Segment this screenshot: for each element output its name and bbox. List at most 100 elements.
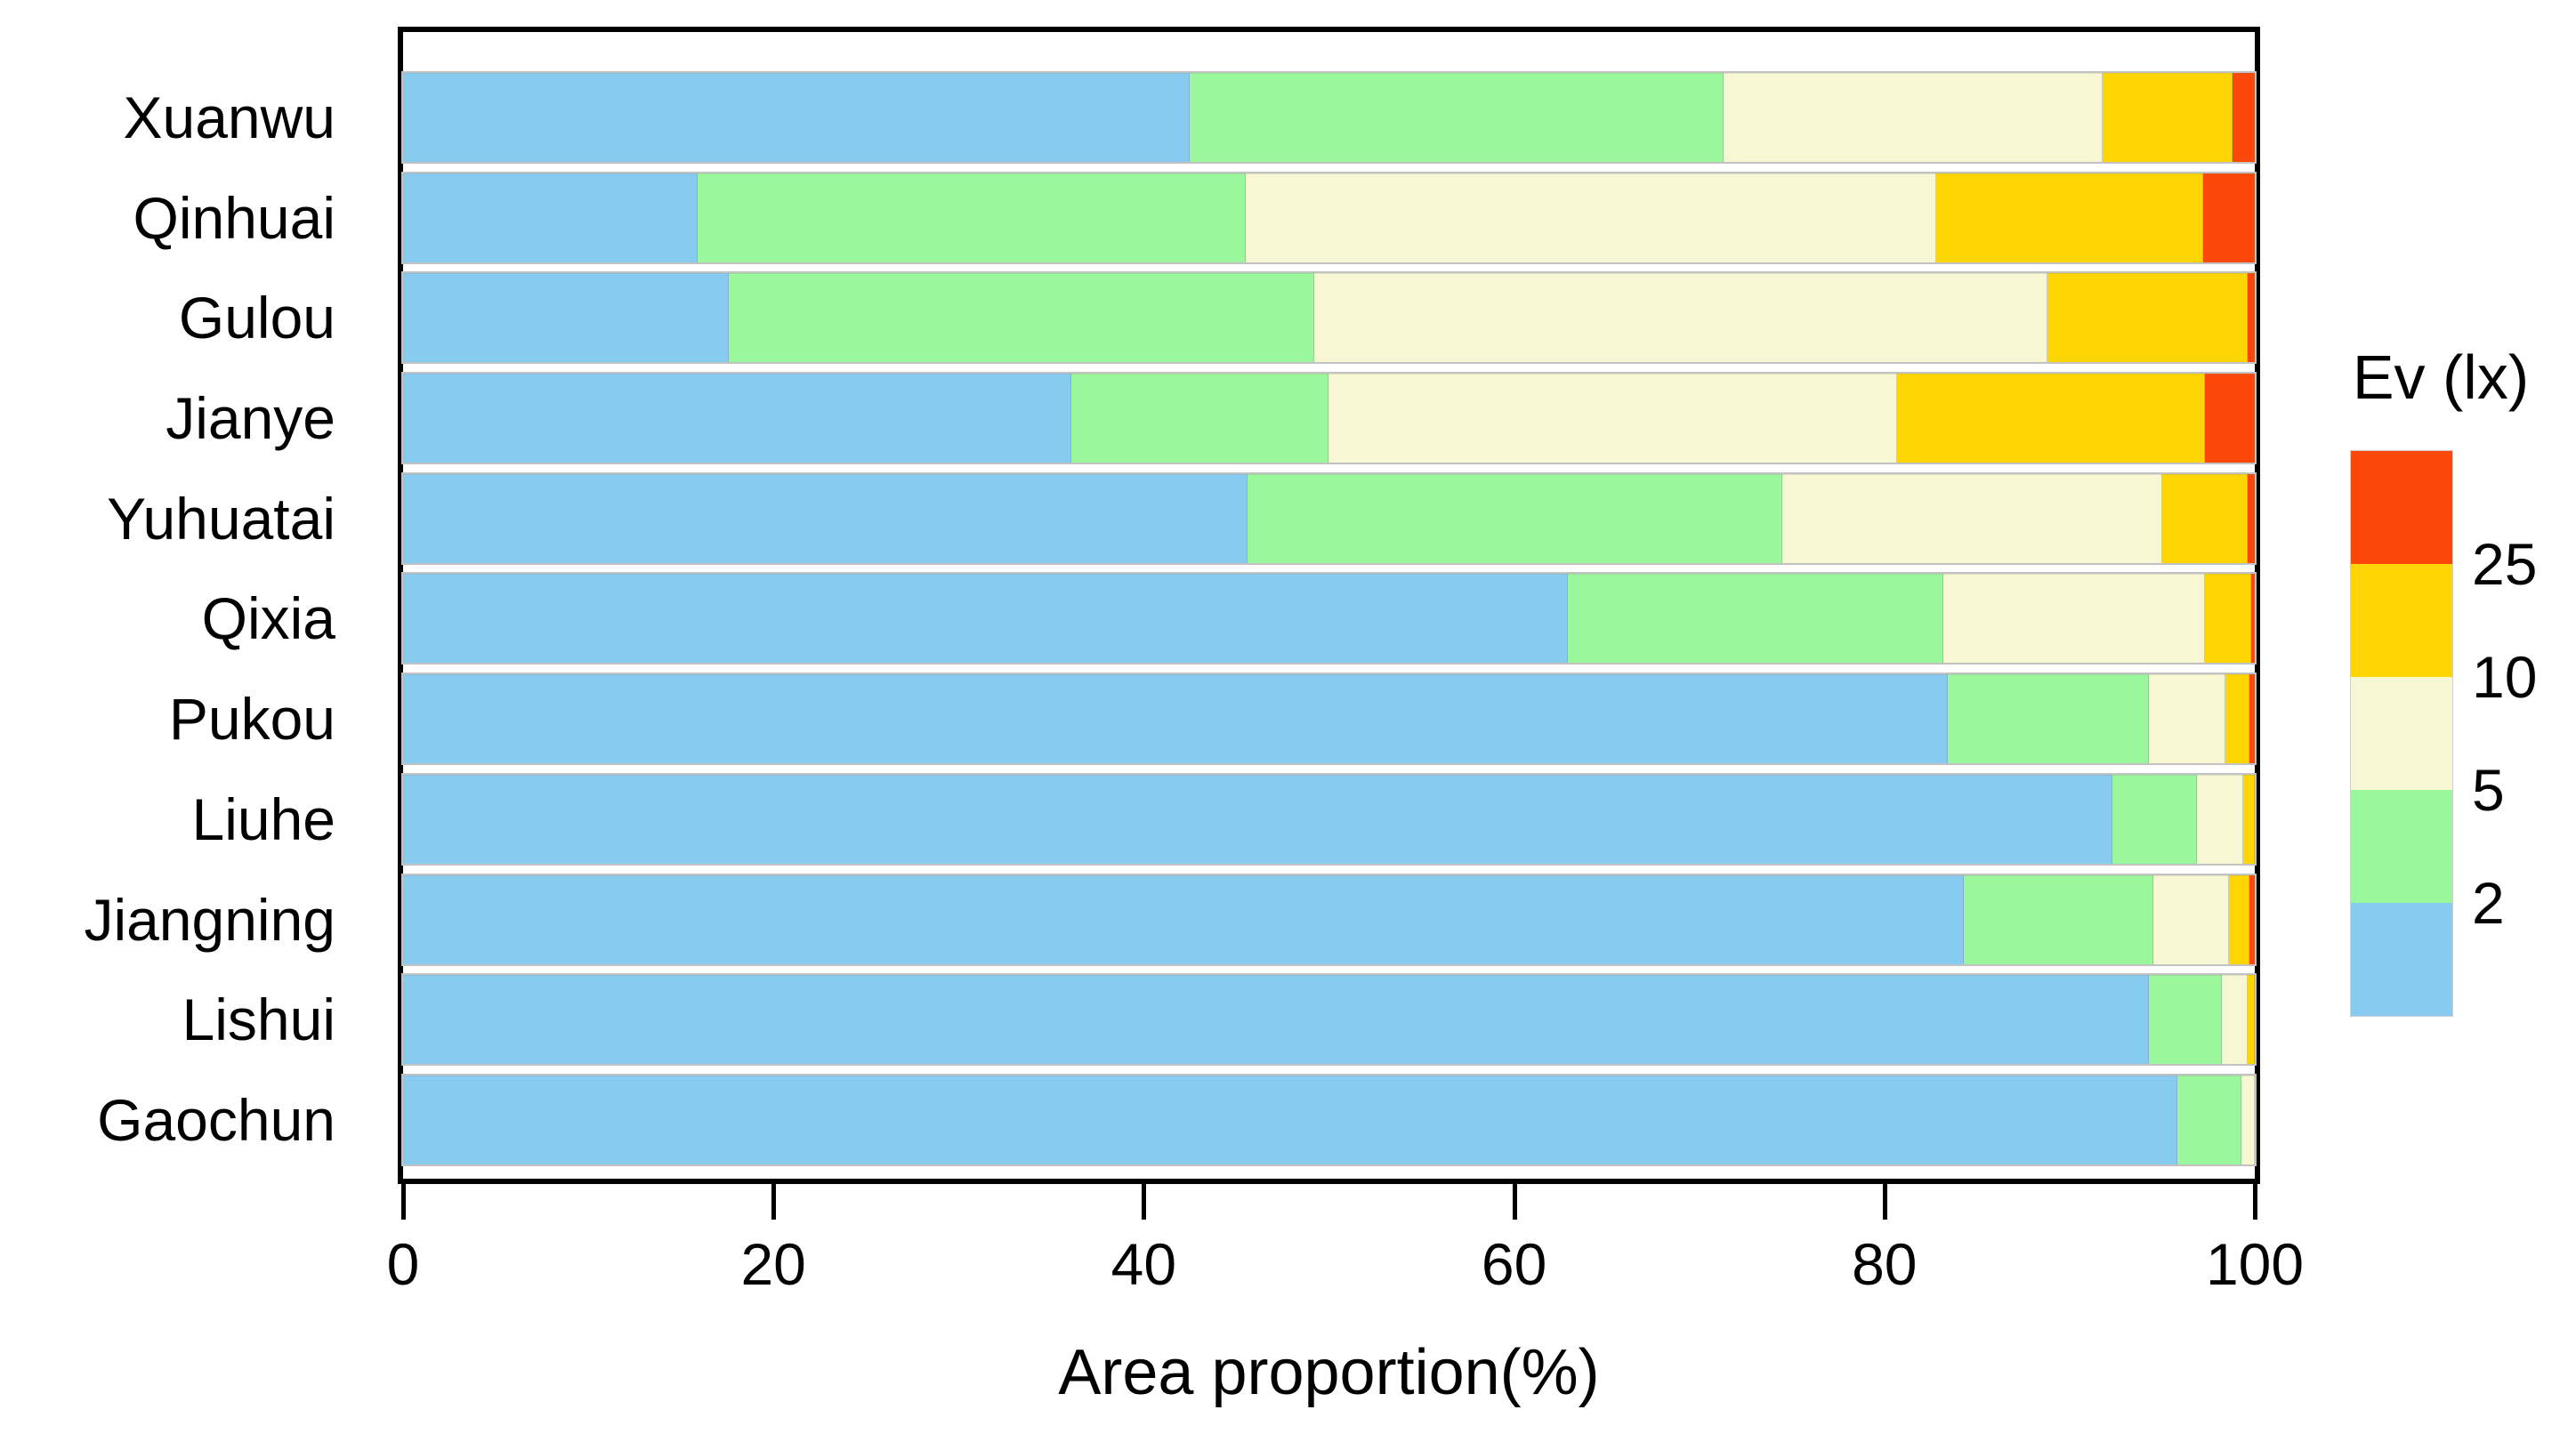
bar-segment-ev-5-10 — [2149, 674, 2225, 764]
bar-segment-ev-below-2 — [403, 273, 730, 363]
bar-segment-ev-5-10 — [1943, 574, 2205, 664]
bar-row — [403, 1075, 2255, 1164]
x-tick-mark — [2253, 1184, 2257, 1220]
bar-segment-ev-below-2 — [403, 874, 1965, 964]
legend-swatch — [2351, 451, 2452, 564]
bar-segment-ev-above-25 — [2247, 273, 2255, 363]
x-tick-label: 40 — [1110, 1231, 1177, 1297]
bar-segment-ev-5-10 — [1782, 473, 2162, 563]
bar-segment-ev-below-2 — [403, 975, 2150, 1065]
bar-row — [403, 975, 2255, 1065]
x-tick-mark — [771, 1184, 777, 1220]
bar-segment-ev-10-25 — [2225, 674, 2249, 764]
category-label: Qixia — [201, 585, 335, 652]
bar-segment-ev-2-5 — [1071, 374, 1329, 463]
bar-segment-ev-below-2 — [403, 1075, 2177, 1164]
bar-segment-ev-2-5 — [1247, 473, 1783, 563]
bar-segment-ev-2-5 — [697, 173, 1246, 262]
bar-row — [403, 774, 2255, 864]
legend-swatch — [2351, 564, 2452, 677]
category-label: Yuhuatai — [107, 485, 335, 552]
x-axis: 0 20 40 60 80 100 — [387, 1184, 2304, 1317]
bar-segment-ev-below-2 — [403, 774, 2112, 864]
bar-segment-ev-2-5 — [2176, 1075, 2242, 1164]
bar-segment-ev-above-25 — [2202, 173, 2255, 262]
bar-segment-ev-5-10 — [1245, 173, 1937, 262]
bar-segment-ev-10-25 — [2103, 73, 2233, 162]
bar-segment-ev-10-25 — [2243, 774, 2255, 864]
bar-segment-ev-above-25 — [2250, 574, 2255, 664]
legend-swatch — [2351, 677, 2452, 790]
bar-segment-ev-2-5 — [1190, 73, 1724, 162]
bar-segment-ev-10-25 — [2204, 574, 2251, 664]
bar-segment-ev-10-25 — [1936, 173, 2203, 262]
bar-segment-ev-2-5 — [2112, 774, 2198, 864]
bar-segment-ev-5-10 — [2152, 874, 2229, 964]
bar-segment-ev-above-25 — [2249, 874, 2255, 964]
legend-label: 5 — [2472, 757, 2505, 823]
x-tick-label: 0 — [386, 1231, 420, 1297]
x-tick-mark — [1882, 1184, 1887, 1220]
bar-segment-ev-below-2 — [403, 173, 698, 262]
x-tick-label: 20 — [740, 1231, 806, 1297]
bar-segment-ev-above-25 — [2247, 473, 2255, 563]
bar-segment-ev-above-25 — [2204, 374, 2255, 463]
bar-row — [403, 574, 2255, 664]
bars-area — [403, 32, 2255, 1179]
bar-segment-ev-10-25 — [2247, 975, 2255, 1065]
bar-row — [403, 874, 2255, 964]
bar-segment-ev-5-10 — [2241, 1075, 2255, 1164]
x-tick-mark — [1142, 1184, 1147, 1220]
bar-segment-ev-below-2 — [403, 574, 1568, 664]
category-label: Jianye — [166, 385, 335, 452]
bar-row — [403, 173, 2255, 262]
bar-segment-ev-5-10 — [1328, 374, 1898, 463]
bar-segment-ev-below-2 — [403, 374, 1072, 463]
category-label: Qinhuai — [133, 184, 336, 251]
bar-segment-ev-below-2 — [403, 73, 1191, 162]
bar-segment-ev-5-10 — [1723, 73, 2104, 162]
category-label: Liuhe — [191, 785, 336, 852]
legend-swatch — [2351, 903, 2452, 1016]
bar-segment-ev-2-5 — [729, 273, 1314, 363]
bar-row — [403, 374, 2255, 463]
y-axis-labels: Xuanwu Qinhuai Gulou Jianye Yuhuatai Qixia Puk… — [0, 32, 392, 1179]
x-tick-mark — [401, 1184, 406, 1220]
legend-color-scale — [2350, 450, 2453, 1017]
bar-row — [403, 273, 2255, 363]
bar-segment-ev-10-25 — [1897, 374, 2205, 463]
bar-segment-ev-5-10 — [1313, 273, 2047, 363]
bar-segment-ev-10-25 — [2228, 874, 2249, 964]
bar-segment-ev-below-2 — [403, 473, 1248, 563]
category-label: Lishui — [182, 987, 335, 1053]
legend-label: 10 — [2472, 644, 2538, 710]
bar-segment-ev-below-2 — [403, 674, 1948, 764]
bar-segment-ev-2-5 — [1567, 574, 1944, 664]
bar-segment-ev-5-10 — [2197, 774, 2244, 864]
bar-segment-ev-10-25 — [2047, 273, 2248, 363]
bar-segment-ev-10-25 — [2161, 473, 2248, 563]
plot-frame — [398, 27, 2260, 1184]
bar-row — [403, 473, 2255, 563]
legend-swatch — [2351, 790, 2452, 903]
x-axis-title: Area proportion(%) — [1058, 1337, 1600, 1408]
x-tick-label: 80 — [1852, 1231, 1918, 1297]
bar-segment-ev-2-5 — [1947, 674, 2150, 764]
category-label: Jiangning — [84, 886, 335, 953]
x-tick-label: 60 — [1481, 1231, 1547, 1297]
category-label: Gaochun — [97, 1086, 335, 1153]
category-label: Gulou — [178, 285, 335, 351]
x-tick-mark — [1512, 1184, 1517, 1220]
category-label: Pukou — [168, 686, 335, 753]
legend-label: 25 — [2472, 531, 2538, 597]
legend-label: 2 — [2472, 870, 2505, 936]
x-tick-label: 100 — [2205, 1231, 2305, 1297]
bar-segment-ev-5-10 — [2221, 975, 2248, 1065]
bar-row — [403, 73, 2255, 162]
legend-title: Ev (lx) — [2352, 342, 2530, 412]
category-label: Xuanwu — [123, 85, 335, 150]
bar-segment-ev-above-25 — [2232, 73, 2255, 162]
bar-segment-ev-above-25 — [2249, 674, 2255, 764]
bar-row — [403, 674, 2255, 764]
